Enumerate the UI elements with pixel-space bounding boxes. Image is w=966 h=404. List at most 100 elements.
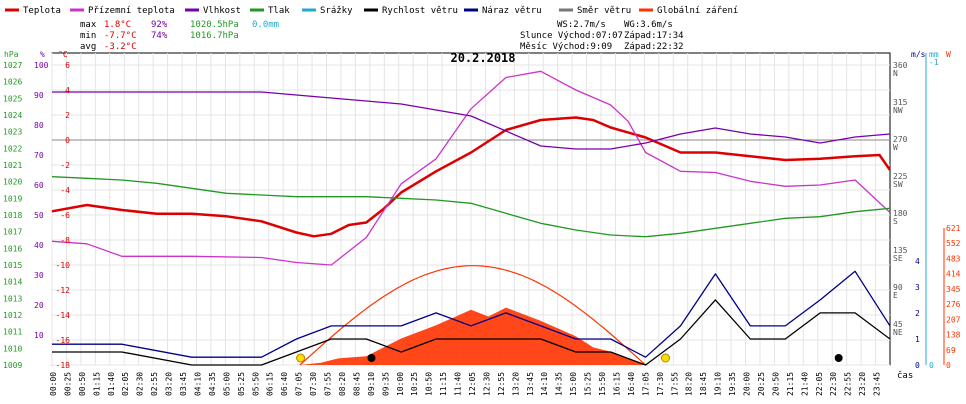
tick-w-7: 138 [946,331,961,340]
stats-max-temp: 1.8°C [104,20,131,30]
stats-max-label: max [80,20,97,30]
tick-w-0: 621 [946,224,961,233]
tick-mm-1: 0 [929,361,934,370]
stats-avg-temp: -3.2°C [104,42,137,52]
tick-degc-3: 0 [65,136,70,145]
tick-pct-1: 90 [34,91,44,100]
tick-w-9: 0 [946,361,951,370]
x-tick-52: 21:40 [800,372,809,396]
tick-degc-2: 2 [65,111,70,120]
tick-dir-card-5: SE [893,254,903,263]
legend-label-4: Srážky [320,6,353,16]
x-tick-38: 15:50 [598,372,607,396]
tick-ms-0: 4 [915,257,920,266]
tick-hpa-16: 1011 [3,328,22,337]
stats-rain: 0.0mm [252,20,279,30]
legend-label-7: Směr větru [577,6,631,16]
x-tick-53: 22:05 [815,372,824,396]
tick-dir-card-4: S [893,217,898,226]
tick-pct-3: 70 [34,151,44,160]
series-line-1 [51,70,891,266]
tick-degc-1: 4 [65,86,70,95]
axis-unit-mm: mm [929,50,939,59]
axis-unit-cas: čas [897,370,913,381]
tick-hpa-3: 1024 [3,111,22,120]
axis-unit-ms: m/s [911,50,926,59]
x-tick-15: 06:15 [266,372,275,396]
tick-pct-7: 30 [34,271,44,280]
legend: Teplota Přízemní teplota Vlhkost Tlak Srážky… [5,6,738,16]
legend-label-3: Tlak [268,6,290,16]
x-tick-56: 23:20 [858,372,867,396]
x-tick-2: 00:50 [78,372,87,396]
tick-dir-2: 270 [893,135,908,144]
x-tick-17: 07:05 [295,372,304,396]
tick-dir-card-2: W [893,143,898,152]
tick-hpa-11: 1016 [3,244,22,253]
tick-pct-2: 80 [34,121,44,130]
tick-hpa-17: 1010 [3,344,22,353]
tick-ms-2: 2 [915,309,920,318]
tick-w-4: 345 [946,285,961,294]
tick-hpa-8: 1019 [3,194,22,203]
legend-label-0: Teplota [23,6,61,16]
sunset-marker [660,353,670,363]
axis-unit-hpa: hPa [4,50,19,59]
info-sun: Slunce Východ:07:07 [520,31,623,41]
info-moon: Měsíc Východ:9:09 [520,42,612,52]
chart-title: 20.2.2018 [450,51,515,65]
x-tick-34: 14:10 [540,372,549,396]
x-tick-46: 19:10 [714,372,723,396]
axes: hPa% °C1027102610251024102310221021102010… [3,50,961,396]
tick-pct-9: 10 [34,331,44,340]
tick-dir-card-1: NW [893,106,903,115]
info-block: WS:2.7m/s WG:3.6m/s Slunce Východ:07:07 … [520,20,684,52]
x-tick-10: 04:10 [193,372,202,396]
sunrise-marker [296,353,306,363]
stats-min-temp: -7.7°C [104,31,137,41]
tick-hpa-9: 1018 [3,211,22,220]
axis-unit-w: W [946,50,951,59]
x-tick-19: 07:55 [324,372,333,396]
x-tick-48: 20:00 [743,372,752,396]
tick-dir-1: 315 [893,98,908,107]
tick-pct-0: 100 [34,61,49,70]
tick-hpa-2: 1025 [3,94,22,103]
x-tick-50: 20:50 [771,372,780,396]
tick-degc-7: -8 [60,236,70,245]
x-tick-27: 11:15 [439,372,448,396]
x-tick-4: 01:40 [107,372,116,396]
tick-hpa-15: 1012 [3,311,22,320]
legend-label-2: Vlhkost [203,6,241,16]
tick-hpa-4: 1023 [3,128,22,137]
tick-degc-5: -4 [60,186,70,195]
x-tick-16: 06:40 [280,372,289,396]
series-line-0 [51,116,892,238]
legend-label-6: Náraz větru [482,6,542,16]
x-tick-8: 03:20 [165,372,174,396]
x-tick-42: 17:30 [656,372,665,396]
tick-dir-7: 45 [893,320,903,329]
x-tick-14: 05:50 [251,372,260,396]
tick-hpa-5: 1022 [3,144,22,153]
stats-min-hum: 74% [151,31,168,41]
x-tick-11: 04:35 [208,372,217,396]
radiation-envelope [299,265,646,366]
x-tick-44: 18:20 [685,372,694,396]
x-tick-21: 08:45 [352,372,361,396]
tick-ms-3: 1 [915,335,920,344]
tick-degc-8: -10 [56,261,71,270]
moonrise-marker [367,354,376,362]
series-line-6 [52,270,891,358]
tick-pct-4: 60 [34,181,44,190]
x-tick-33: 13:45 [526,372,535,396]
legend-label-5: Rychlost větru [382,6,458,16]
x-tick-55: 22:55 [844,372,853,396]
x-tick-24: 10:00 [396,372,405,396]
x-tick-37: 15:25 [584,372,593,396]
series-line-2 [52,91,891,150]
tick-degc-11: -16 [56,336,71,345]
x-tick-36: 15:00 [569,372,578,396]
info-ws: WS:2.7m/s [557,20,606,30]
stats-avg-label: avg [80,42,96,52]
